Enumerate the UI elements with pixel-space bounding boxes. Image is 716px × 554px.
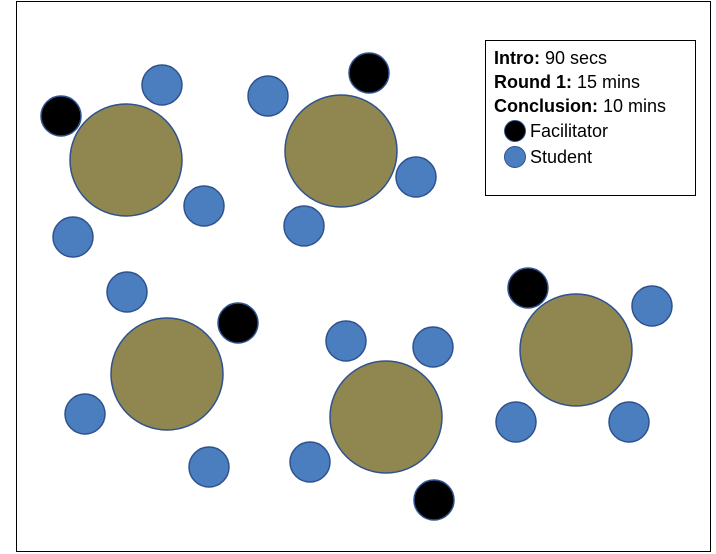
- facilitator-key-label: Facilitator: [530, 121, 609, 141]
- student-key-label: Student: [530, 147, 593, 167]
- table-group-5: [495, 267, 673, 443]
- student-seat: [395, 156, 437, 198]
- table: [69, 103, 183, 217]
- conclusion-value: 10 mins: [603, 96, 667, 116]
- facilitator-seat: [413, 479, 455, 521]
- student-seat: [495, 401, 537, 443]
- legend-box: Intro: 90 secs Round 1: 15 mins Conclusi…: [485, 40, 696, 196]
- student-seat: [247, 75, 289, 117]
- legend-conclusion: Conclusion: 10 mins: [494, 94, 695, 118]
- legend-key-student: Student: [494, 144, 695, 170]
- legend-intro: Intro: 90 secs: [494, 46, 695, 70]
- student-seat: [106, 271, 148, 313]
- table: [329, 360, 443, 474]
- legend-round-1: Round 1: 15 mins: [494, 70, 695, 94]
- table: [519, 293, 633, 407]
- student-seat: [188, 446, 230, 488]
- table: [110, 317, 224, 431]
- table: [284, 94, 398, 208]
- student-seat: [283, 205, 325, 247]
- conclusion-label: Conclusion:: [494, 96, 598, 116]
- legend-key-facilitator: Facilitator: [494, 118, 695, 144]
- student-seat: [64, 393, 106, 435]
- facilitator-seat: [348, 52, 390, 94]
- student-seat: [608, 401, 650, 443]
- student-seat: [52, 216, 94, 258]
- round-1-label: Round 1:: [494, 72, 572, 92]
- table-group-1: [40, 64, 225, 258]
- facilitator-swatch-icon: [504, 120, 526, 142]
- student-seat: [325, 320, 367, 362]
- student-seat: [289, 441, 331, 483]
- diagram-frame: [16, 1, 711, 552]
- intro-value: 90 secs: [545, 48, 608, 68]
- facilitator-seat: [507, 267, 549, 309]
- facilitator-seat: [217, 302, 259, 344]
- intro-label: Intro:: [494, 48, 540, 68]
- round-1-value: 15 mins: [577, 72, 641, 92]
- table-group-2: [247, 52, 437, 247]
- facilitator-seat: [40, 95, 82, 137]
- student-swatch-icon: [504, 146, 526, 168]
- student-seat: [412, 326, 454, 368]
- table-group-4: [289, 320, 455, 521]
- table-group-3: [64, 271, 259, 488]
- student-seat: [183, 185, 225, 227]
- student-seat: [141, 64, 183, 106]
- student-seat: [631, 285, 673, 327]
